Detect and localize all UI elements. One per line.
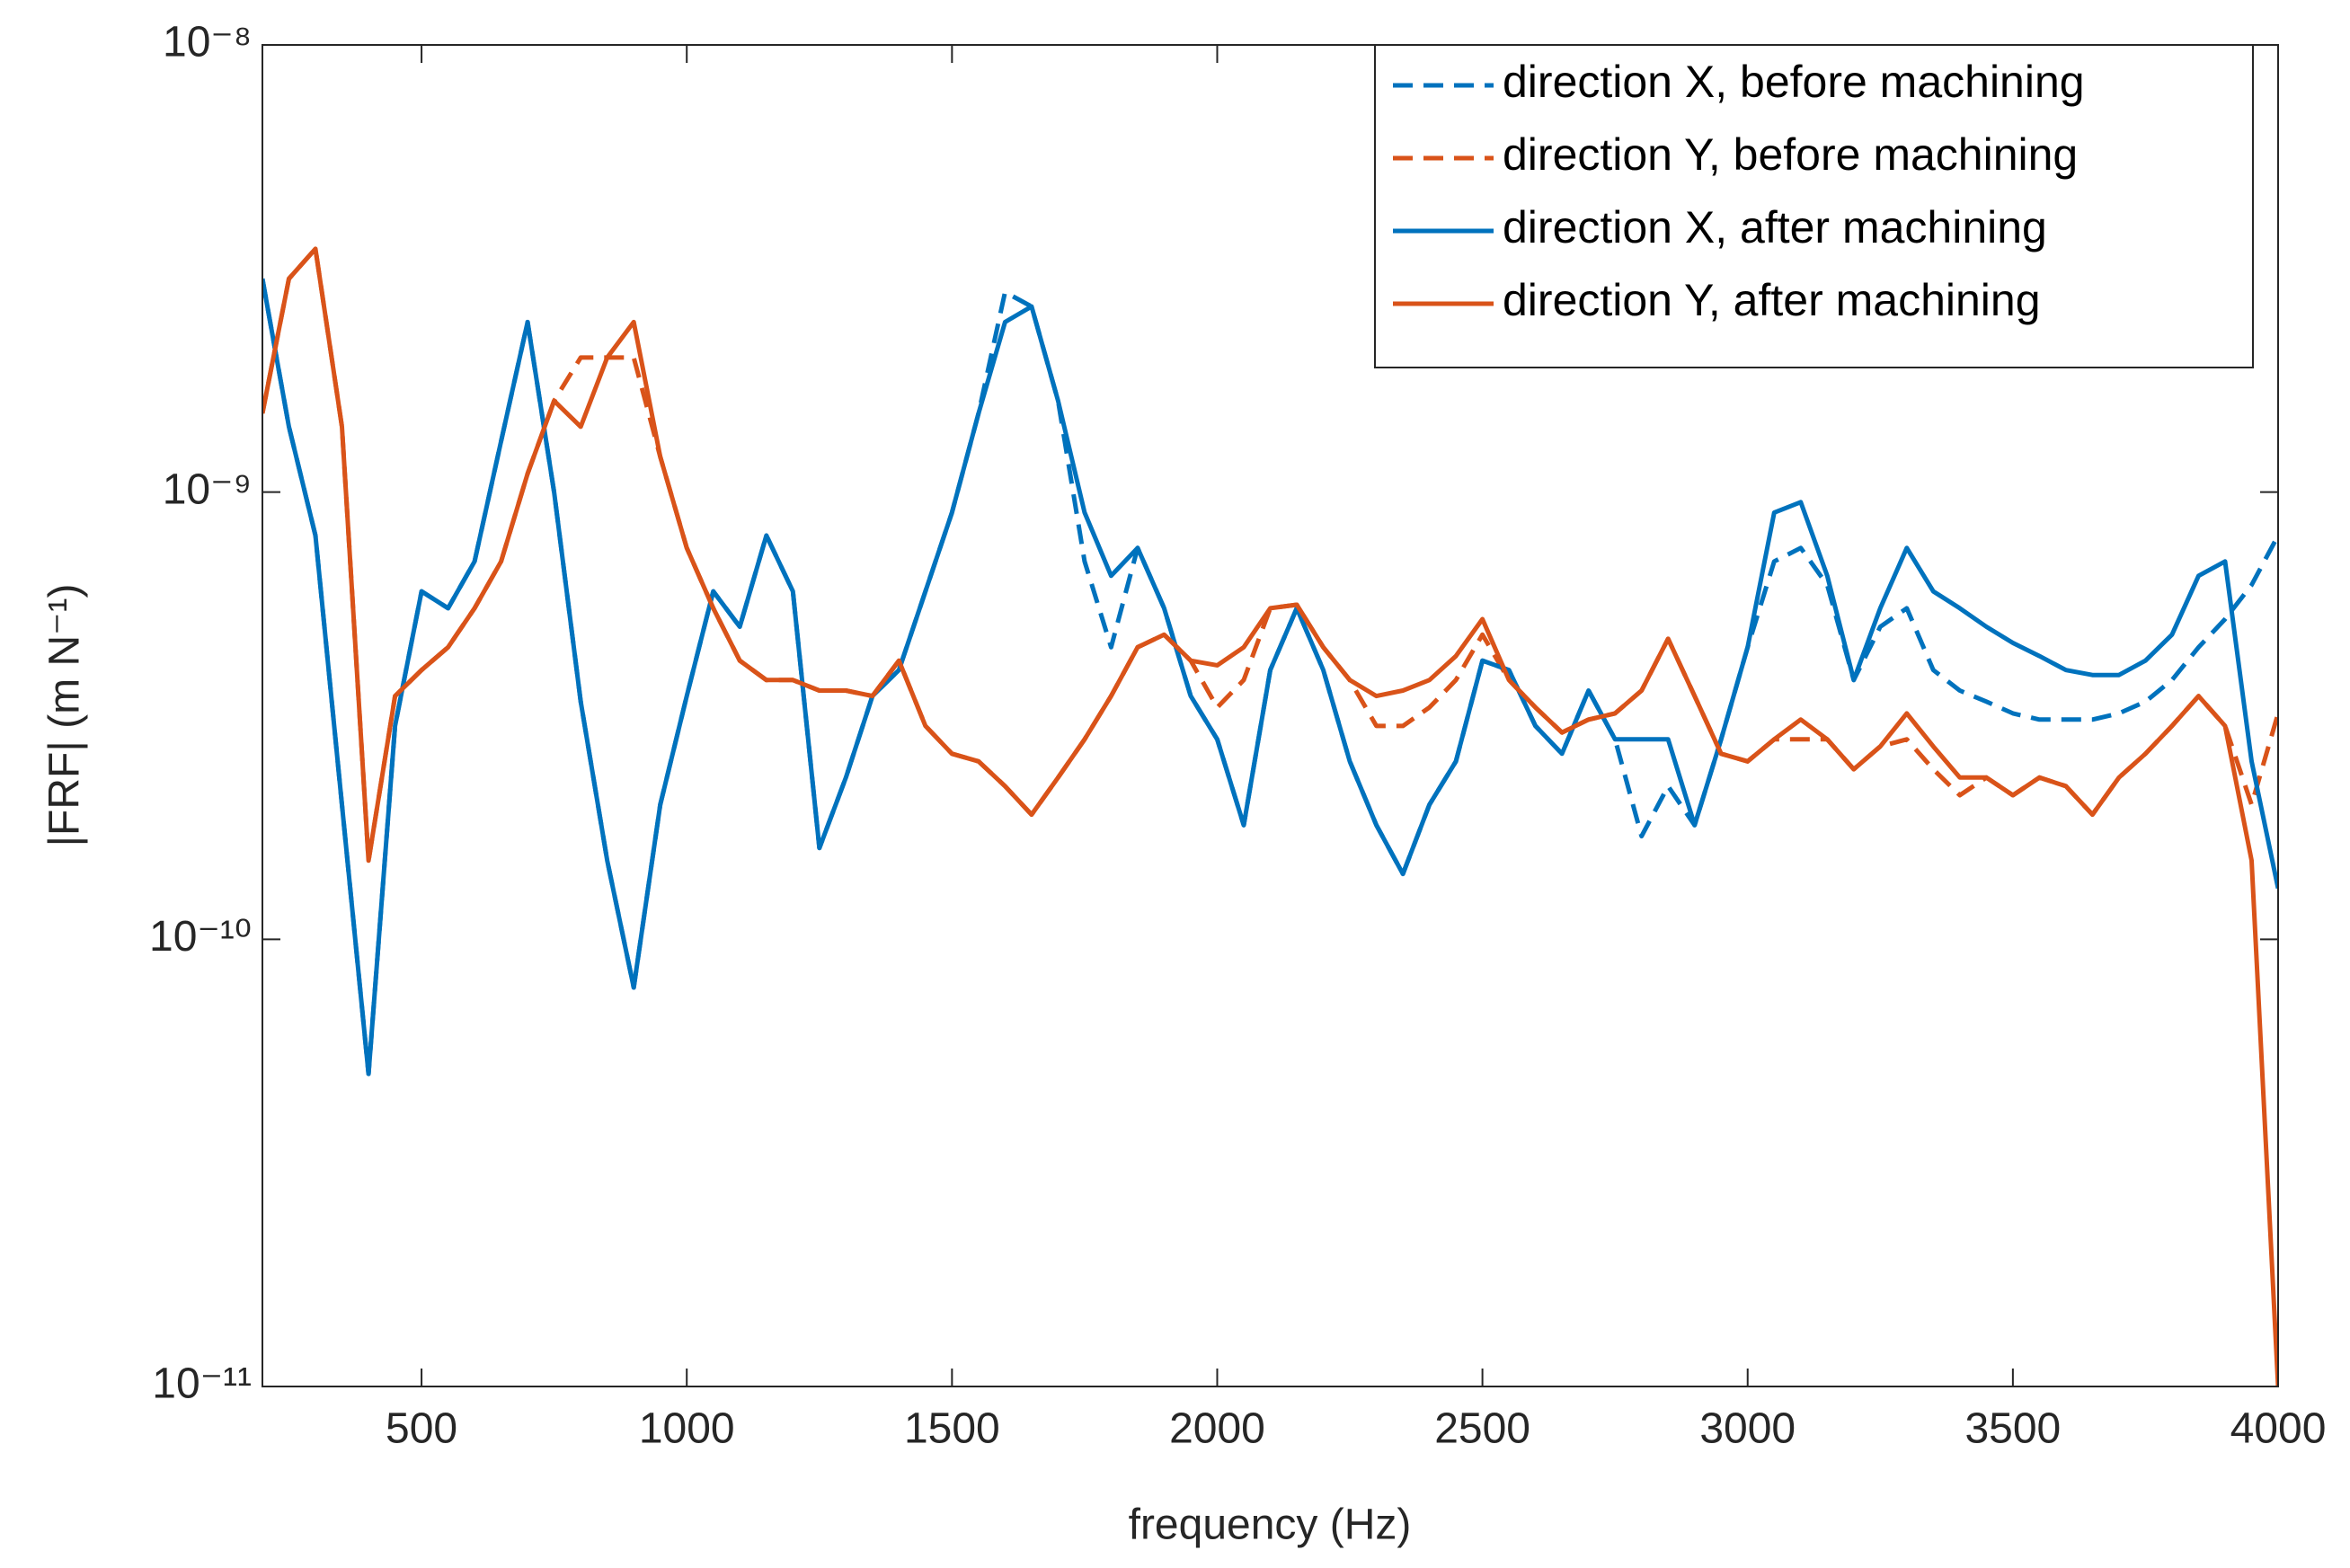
x-tick-label: 1000 xyxy=(639,1405,735,1453)
x-tick-label: 500 xyxy=(386,1405,457,1453)
y-tick-label: 10⁻¹¹ xyxy=(152,1360,252,1408)
y-tick-label: 10⁻¹⁰ xyxy=(149,913,252,961)
series-line xyxy=(262,278,2278,1076)
x-tick-label: 2500 xyxy=(1434,1405,1530,1453)
x-tick-label: 2000 xyxy=(1169,1405,1265,1453)
series-line xyxy=(262,246,2278,1386)
x-tick-label: 4000 xyxy=(2230,1405,2327,1453)
x-tick-label: 3000 xyxy=(1699,1405,1796,1453)
y-tick-label: 10⁻⁸ xyxy=(163,19,252,66)
legend-label: direction X, after machining xyxy=(1503,202,2047,252)
legend-label: direction X, before machining xyxy=(1503,57,2085,107)
legend-label: direction Y, after machining xyxy=(1503,275,2041,325)
x-tick-label: 3500 xyxy=(1964,1405,2061,1453)
legend-box xyxy=(1374,44,2254,368)
lines xyxy=(262,246,2278,1386)
x-axis-label: frequency (Hz) xyxy=(1129,1502,1412,1549)
y-axis-label: |FRF| (m N⁻¹) xyxy=(41,584,89,847)
legend-label: direction Y, before machining xyxy=(1503,129,2078,180)
x-tick-label: 1500 xyxy=(904,1405,1000,1453)
axes-frame xyxy=(262,44,2279,1387)
series-line xyxy=(262,246,2278,864)
y-tick-label: 10⁻⁹ xyxy=(163,465,252,513)
